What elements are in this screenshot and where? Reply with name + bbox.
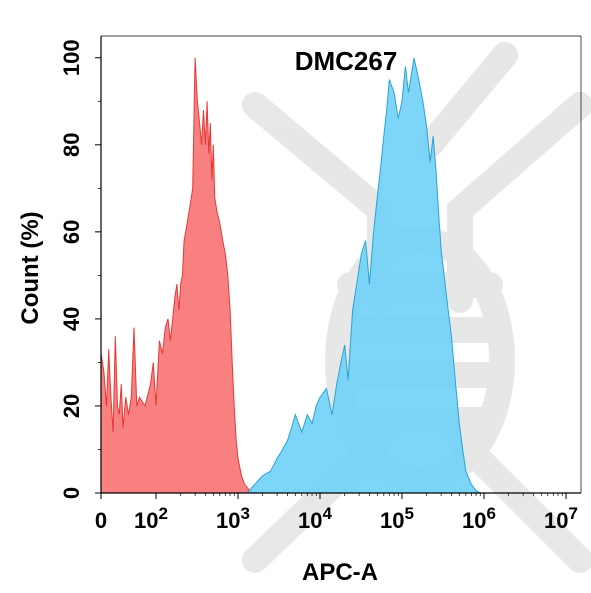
- x-tick-label: 107: [544, 504, 578, 533]
- x-tick-label: 105: [380, 504, 414, 533]
- series-area-2: [246, 57, 481, 494]
- x-tick-label: 103: [216, 504, 250, 533]
- y-axis-title: Count (%): [17, 211, 44, 324]
- x-tick-base: 10: [134, 508, 158, 533]
- y-tick-label: 80: [59, 133, 84, 157]
- x-tick-base: 10: [462, 508, 486, 533]
- x-tick-label: 106: [462, 504, 496, 533]
- x-tick-exponent: 3: [240, 504, 249, 523]
- y-tick-label: 100: [59, 39, 84, 76]
- x-tick-label: 0: [95, 508, 107, 533]
- x-tick-exponent: 6: [486, 504, 495, 523]
- x-tick-exponent: 2: [158, 504, 167, 523]
- x-tick-exponent: 4: [322, 504, 332, 523]
- x-tick-label: 104: [298, 504, 332, 533]
- y-tick-label: 0: [59, 487, 84, 499]
- series-layer: [100, 57, 481, 494]
- chart-title: DMC267: [295, 46, 398, 76]
- x-tick-base: 10: [544, 508, 568, 533]
- x-axis-title: APC-A: [302, 559, 378, 586]
- y-tick-label: 20: [59, 394, 84, 418]
- y-tick-label: 60: [59, 220, 84, 244]
- x-tick-label: 102: [134, 504, 168, 533]
- x-tick-base: 10: [216, 508, 240, 533]
- x-tick-exponent: 7: [568, 504, 577, 523]
- y-tick-label: 40: [59, 307, 84, 331]
- x-tick-base: 10: [380, 508, 404, 533]
- series-area-1: [100, 57, 255, 494]
- x-tick-exponent: 5: [404, 504, 413, 523]
- x-tick-base: 10: [298, 508, 322, 533]
